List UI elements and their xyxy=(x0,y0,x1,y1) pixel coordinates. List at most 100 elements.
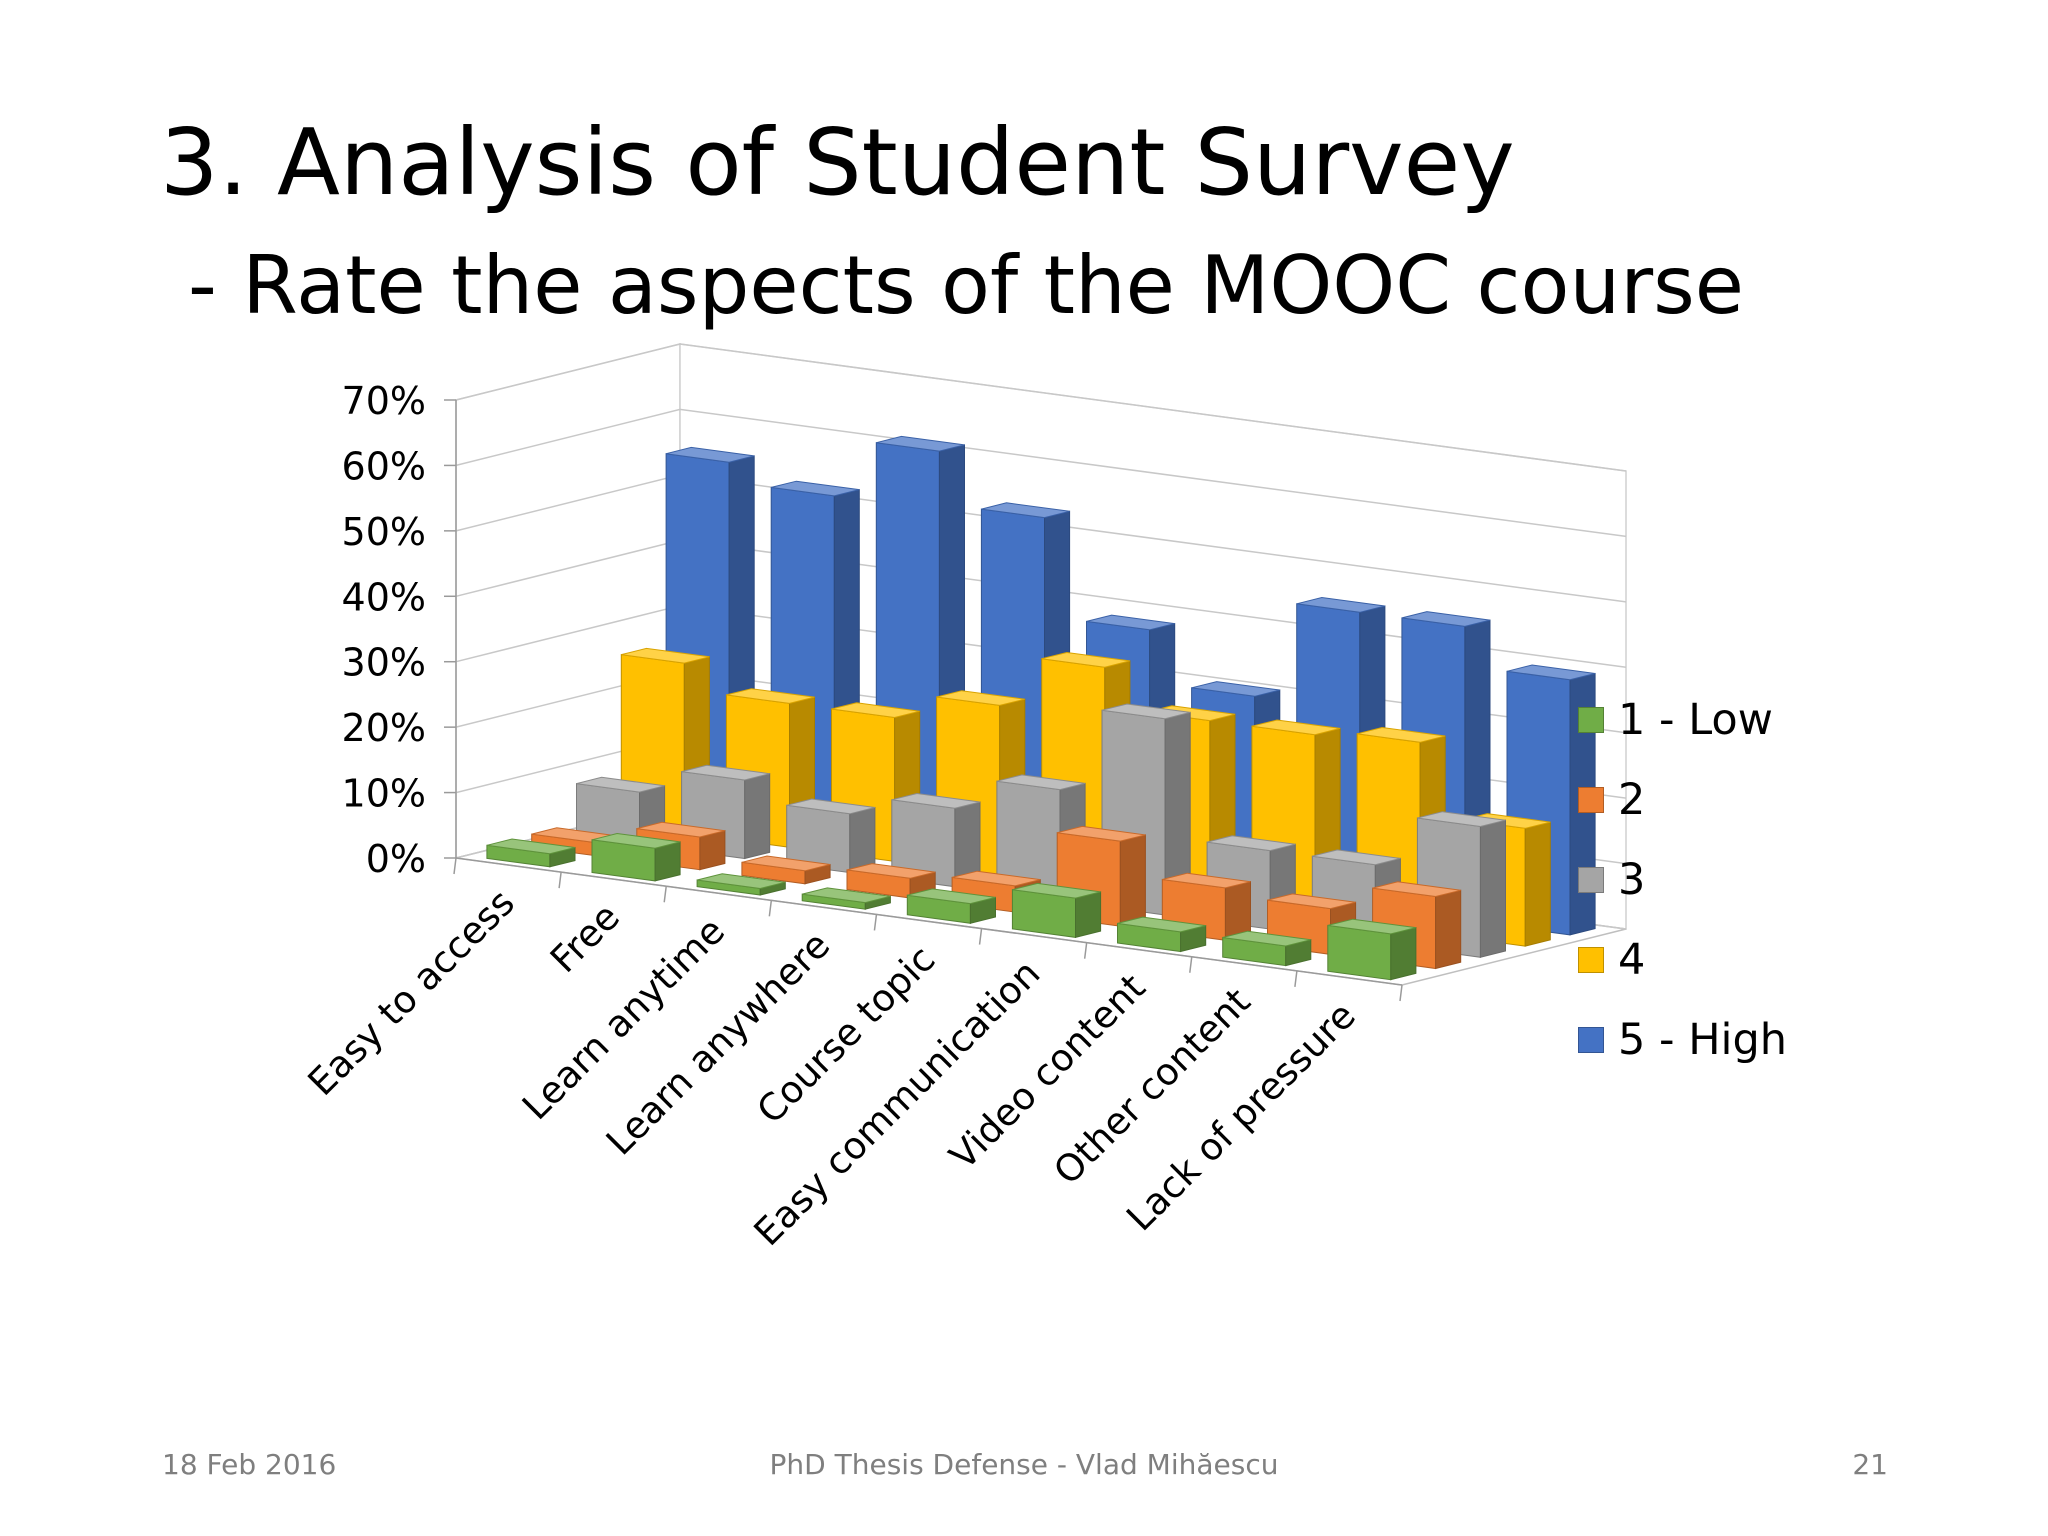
legend-swatch-4 xyxy=(1578,947,1604,973)
x-tick xyxy=(978,928,983,945)
bar-side xyxy=(1479,819,1506,958)
bar-side xyxy=(1435,889,1462,970)
bar-top xyxy=(876,435,965,452)
bar-top xyxy=(1041,651,1131,668)
x-tick xyxy=(453,857,457,875)
y-tick-label: 40% xyxy=(342,575,426,619)
x-tick xyxy=(1399,984,1403,1002)
legend-item-1: 1 - Low xyxy=(1578,680,1787,760)
x-tick xyxy=(1189,956,1193,973)
bar-side xyxy=(744,773,771,860)
x-tick xyxy=(768,900,773,917)
footer-presentation-title: PhD Thesis Defense - Vlad Mihăescu xyxy=(769,1448,1279,1481)
bar-0-2 xyxy=(696,873,786,896)
chart-bars xyxy=(486,435,1596,981)
legend-label-5: 5 - High xyxy=(1618,1015,1788,1065)
x-tick xyxy=(1083,942,1088,959)
bar-top xyxy=(741,855,831,872)
bar-top xyxy=(891,792,981,809)
y-tick-label: 20% xyxy=(342,706,426,750)
bar-top xyxy=(576,776,665,793)
bar-top xyxy=(1222,930,1311,947)
bar-top xyxy=(486,838,576,855)
footer-page-number: 21 xyxy=(1852,1448,1888,1481)
bar-0-3 xyxy=(801,887,891,910)
x-tick-label: Easy to access xyxy=(300,881,523,1104)
bar-top xyxy=(665,446,755,463)
legend-label-1: 1 - Low xyxy=(1618,695,1773,745)
bar-1-2 xyxy=(741,855,831,885)
gridline xyxy=(455,408,1627,538)
legend-swatch-5 xyxy=(1578,1027,1604,1053)
legend-item-5: 5 - High xyxy=(1578,1000,1787,1080)
bar-top xyxy=(1312,849,1401,866)
x-tick-label: Learn anytime xyxy=(514,909,733,1128)
bar-top xyxy=(996,774,1086,791)
bar-top xyxy=(771,480,860,497)
bar-top xyxy=(636,821,726,838)
legend-label-3: 3 xyxy=(1618,855,1646,905)
legend-item-2: 2 xyxy=(1578,760,1787,840)
bar-top xyxy=(846,863,936,879)
bar-top xyxy=(726,688,815,704)
bar-top xyxy=(981,502,1070,519)
bar-0-8 xyxy=(1327,918,1417,981)
bar-top xyxy=(1296,596,1386,613)
bar-top xyxy=(951,870,1041,887)
legend-swatch-2 xyxy=(1578,787,1604,813)
bar-front xyxy=(1327,924,1392,981)
bar-0-4 xyxy=(906,888,996,924)
bar-top xyxy=(1372,881,1461,898)
y-tick-label: 50% xyxy=(342,510,426,554)
footer-date: 18 Feb 2016 xyxy=(162,1448,337,1481)
y-axis-labels: 0% 10% 20% 30% 40% 50% 60% 70% xyxy=(342,379,426,881)
slide-subtitle: - Rate the aspects of the MOOC course xyxy=(188,239,1744,332)
y-tick-label: 60% xyxy=(342,444,426,488)
bar-top xyxy=(696,873,786,890)
bar-top xyxy=(802,887,891,904)
bar-top xyxy=(907,888,996,905)
bar-top xyxy=(1417,811,1506,828)
bar-top xyxy=(1206,835,1296,852)
bar-side xyxy=(1119,834,1146,927)
bar-top xyxy=(936,690,1025,706)
x-axis-line xyxy=(455,857,1403,986)
legend-label-2: 2 xyxy=(1618,775,1646,825)
bar-side xyxy=(1390,926,1417,981)
bar-top xyxy=(1101,703,1191,720)
y-tick-label: 0% xyxy=(366,837,426,881)
slide-title: 3. Analysis of Student Survey xyxy=(160,109,1515,216)
bar-top xyxy=(681,764,770,781)
bar-top xyxy=(1327,918,1417,935)
bar-top xyxy=(591,832,681,849)
x-tick-label: Learn anywhere xyxy=(598,923,838,1163)
bar-1-3 xyxy=(846,863,936,899)
x-tick-label: Free xyxy=(542,895,628,981)
x-tick xyxy=(1294,970,1298,987)
bar-top xyxy=(1356,726,1446,743)
bar-top xyxy=(1012,882,1101,899)
bar-top xyxy=(1506,664,1596,681)
bar-top xyxy=(786,798,876,815)
x-tick xyxy=(873,914,878,931)
bar-side xyxy=(1075,891,1102,939)
legend-item-3: 3 xyxy=(1578,840,1787,920)
y-tick-label: 70% xyxy=(342,379,426,423)
bar-top xyxy=(1251,719,1341,736)
x-tick-label: Lack of pressure xyxy=(1118,994,1363,1239)
legend-item-4: 4 xyxy=(1578,920,1787,1000)
bar-0-5 xyxy=(1011,882,1102,939)
gridline xyxy=(455,343,1627,472)
bar-0-1 xyxy=(591,832,681,882)
bar-top xyxy=(1267,893,1356,910)
bar-2-3 xyxy=(891,792,981,888)
chart-legend: 1 - Low 2 3 4 5 - High xyxy=(1578,680,1787,1080)
legend-swatch-1 xyxy=(1578,707,1604,733)
legend-swatch-3 xyxy=(1578,867,1604,893)
bar-2-2 xyxy=(786,798,876,874)
y-tick-label: 10% xyxy=(342,772,426,816)
bar-0-7 xyxy=(1222,930,1312,967)
x-tick xyxy=(663,886,667,903)
bar-top xyxy=(1191,681,1280,697)
